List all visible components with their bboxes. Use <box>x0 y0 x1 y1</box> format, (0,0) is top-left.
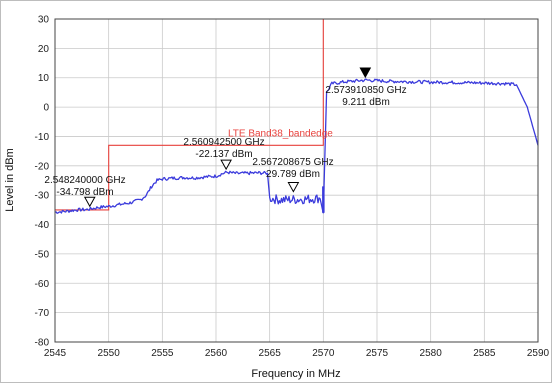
markers-group: 2.548240000 GHz-34.798 dBm 2.560942500 GH… <box>44 67 407 208</box>
x-tick-label: 2555 <box>151 348 174 359</box>
marker-frequency: 2.560942500 GHz <box>183 137 264 148</box>
limit-line-label: LTE Band38_bandedge <box>228 128 333 139</box>
y-tick-label: -10 <box>35 132 50 143</box>
marker-triangle <box>287 182 300 193</box>
x-tick-labels: 2545 2550 2555 2560 2565 2570 2575 2580 2585 2590 <box>44 348 550 359</box>
x-tick-label: 2590 <box>527 348 550 359</box>
measurement-trace <box>54 78 539 214</box>
x-tick-label: 2560 <box>205 348 228 359</box>
marker-frequency: 2.567208675 GHz <box>252 157 333 168</box>
y-tick-label: 30 <box>38 15 50 26</box>
x-axis-label: Frequency in MHz <box>251 368 340 380</box>
x-tick-label: 2580 <box>420 348 443 359</box>
y-tick-labels: 30 20 10 0 -10 -20 -30 -40 -50 -60 -70 -80 <box>35 15 50 349</box>
marker-level: -34.798 dBm <box>56 187 113 198</box>
marker-level: -22.137 dBm <box>195 149 252 160</box>
y-tick-label: -20 <box>35 161 50 172</box>
x-tick-label: 2575 <box>366 348 389 359</box>
y-tick-label: 10 <box>38 73 50 84</box>
y-tick-label: -60 <box>35 279 50 290</box>
marker-triangle <box>83 196 96 208</box>
y-axis-label: Level in dBm <box>4 148 16 212</box>
y-tick-label: 0 <box>43 103 49 114</box>
x-tick-label: 2550 <box>98 348 121 359</box>
marker-level: 29.789 dBm <box>266 169 320 180</box>
y-tick-label: -70 <box>35 308 50 319</box>
plot-frame <box>54 18 539 343</box>
trace-group <box>54 78 539 214</box>
plot-area <box>55 19 538 342</box>
marker-frequency: 2.573910850 GHz <box>325 85 406 96</box>
x-tick-label: 2545 <box>44 348 67 359</box>
y-tick-label: -80 <box>35 338 50 349</box>
y-tick-label: 20 <box>38 44 50 55</box>
limit-line-group <box>55 19 324 211</box>
marker-triangle <box>359 67 372 79</box>
y-tick-label: -40 <box>35 220 50 231</box>
x-tick-label: 2565 <box>259 348 282 359</box>
y-tick-label: -50 <box>35 249 50 260</box>
x-tick-label: 2570 <box>312 348 335 359</box>
limit-line <box>55 19 324 211</box>
marker-triangle <box>220 159 232 171</box>
y-tick-label: -30 <box>35 191 50 202</box>
x-tick-label: 2585 <box>473 348 496 359</box>
marker-level: 9.211 dBm <box>342 97 390 108</box>
marker-frequency: 2.548240000 GHz <box>44 175 125 186</box>
